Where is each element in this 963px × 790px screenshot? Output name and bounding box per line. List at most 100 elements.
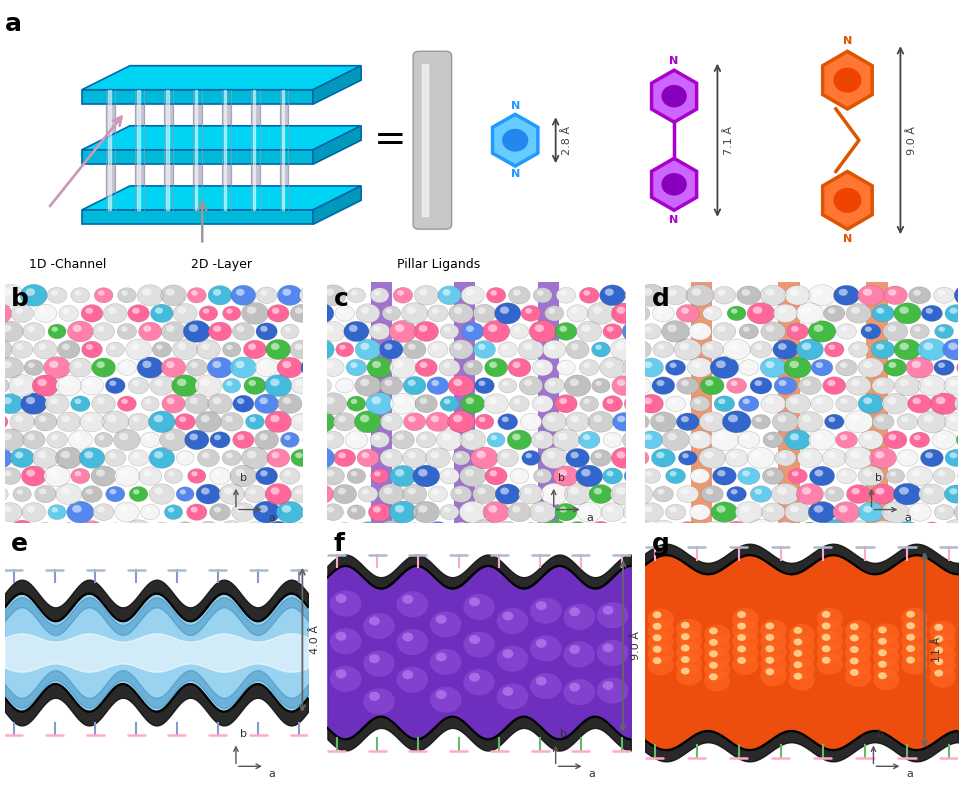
Circle shape <box>929 655 955 676</box>
Circle shape <box>558 433 567 440</box>
Circle shape <box>271 378 279 386</box>
Circle shape <box>846 303 872 323</box>
Circle shape <box>121 291 128 295</box>
Circle shape <box>323 504 344 521</box>
Circle shape <box>474 340 496 359</box>
Circle shape <box>162 394 185 413</box>
Circle shape <box>444 507 451 513</box>
Circle shape <box>254 394 278 413</box>
Circle shape <box>658 489 664 495</box>
Circle shape <box>841 326 847 332</box>
Circle shape <box>109 453 117 458</box>
Circle shape <box>597 640 628 666</box>
Circle shape <box>801 307 811 314</box>
Circle shape <box>51 435 58 440</box>
Circle shape <box>38 378 47 386</box>
Circle shape <box>878 626 887 634</box>
Circle shape <box>168 471 174 476</box>
Circle shape <box>277 394 302 413</box>
Circle shape <box>521 306 541 322</box>
Circle shape <box>426 448 451 468</box>
Circle shape <box>688 358 713 378</box>
Circle shape <box>68 358 92 377</box>
Circle shape <box>451 486 472 502</box>
Circle shape <box>899 487 909 495</box>
Circle shape <box>723 339 750 360</box>
Polygon shape <box>822 171 872 229</box>
Circle shape <box>197 521 220 539</box>
Circle shape <box>913 506 921 513</box>
Text: 7.1 Å: 7.1 Å <box>724 126 734 155</box>
Circle shape <box>44 465 70 487</box>
Circle shape <box>408 416 416 422</box>
Circle shape <box>371 288 389 303</box>
Circle shape <box>637 284 665 307</box>
Circle shape <box>226 344 233 350</box>
Circle shape <box>196 484 221 504</box>
Circle shape <box>690 396 710 412</box>
Circle shape <box>497 521 519 539</box>
Circle shape <box>837 468 856 483</box>
Circle shape <box>694 471 701 476</box>
Circle shape <box>176 487 195 502</box>
Circle shape <box>296 380 302 386</box>
Circle shape <box>503 687 513 696</box>
Circle shape <box>761 654 787 675</box>
Circle shape <box>191 362 197 368</box>
Circle shape <box>790 434 799 440</box>
Circle shape <box>479 417 485 422</box>
Circle shape <box>801 487 811 495</box>
Circle shape <box>498 342 517 357</box>
Circle shape <box>407 487 416 495</box>
Circle shape <box>520 413 541 431</box>
Circle shape <box>483 502 509 523</box>
Circle shape <box>348 288 365 303</box>
Circle shape <box>747 447 774 468</box>
Circle shape <box>392 431 414 449</box>
Circle shape <box>306 361 315 368</box>
Circle shape <box>648 643 674 664</box>
Circle shape <box>336 669 347 679</box>
Circle shape <box>536 434 544 440</box>
Circle shape <box>934 647 943 654</box>
Circle shape <box>316 525 323 531</box>
Circle shape <box>761 322 786 341</box>
Circle shape <box>201 487 210 495</box>
Circle shape <box>444 326 451 332</box>
Circle shape <box>453 450 470 465</box>
Circle shape <box>336 632 347 641</box>
Circle shape <box>906 645 915 653</box>
Circle shape <box>934 624 943 631</box>
Circle shape <box>26 469 35 476</box>
Circle shape <box>27 434 35 440</box>
Circle shape <box>566 340 589 359</box>
Circle shape <box>753 307 763 314</box>
Circle shape <box>954 501 963 523</box>
Circle shape <box>628 360 638 368</box>
Circle shape <box>199 306 218 321</box>
Circle shape <box>761 503 785 521</box>
Circle shape <box>115 502 139 522</box>
Circle shape <box>924 379 933 386</box>
Circle shape <box>248 525 256 531</box>
Circle shape <box>272 525 279 531</box>
Circle shape <box>322 467 345 485</box>
Circle shape <box>133 453 140 458</box>
Circle shape <box>308 339 334 360</box>
Circle shape <box>569 608 580 616</box>
Circle shape <box>617 416 625 422</box>
Circle shape <box>563 604 595 630</box>
Circle shape <box>753 451 763 458</box>
Circle shape <box>106 487 125 502</box>
Circle shape <box>311 378 331 393</box>
Circle shape <box>14 378 23 386</box>
Circle shape <box>66 501 94 523</box>
Text: a: a <box>586 513 593 523</box>
Circle shape <box>82 486 102 502</box>
Circle shape <box>901 608 927 629</box>
Circle shape <box>242 303 269 324</box>
Circle shape <box>201 343 210 350</box>
Circle shape <box>478 344 485 350</box>
Text: a: a <box>269 769 275 780</box>
Circle shape <box>232 322 254 340</box>
